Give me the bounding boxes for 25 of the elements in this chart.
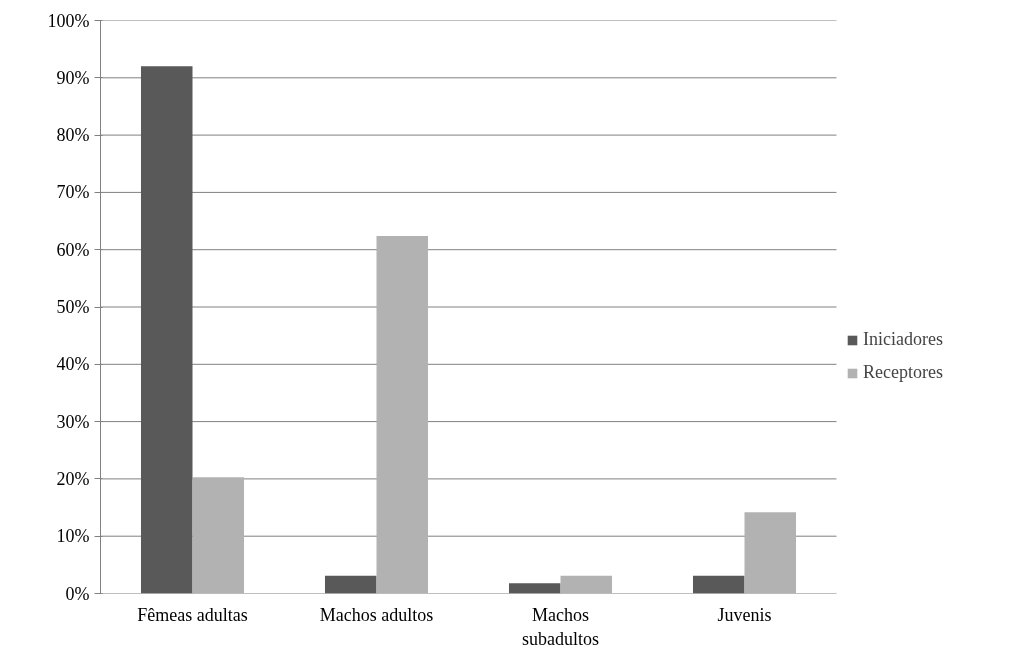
x-tick-label: Fêmeas adultas (137, 604, 248, 625)
bar (692, 575, 745, 594)
legend-label: Receptores (863, 362, 943, 383)
x-tick-label: Juvenis (717, 604, 772, 625)
y-tick-label: 0% (65, 583, 90, 604)
y-tick-label: 10% (56, 526, 90, 547)
bar (560, 575, 613, 594)
y-tick-label: 50% (56, 297, 90, 317)
bar (192, 477, 245, 594)
bar (744, 512, 797, 594)
y-tick-label: 90% (56, 67, 90, 88)
x-tick-label: Machos adultos (319, 604, 434, 625)
y-tick-label: 100% (47, 10, 90, 31)
x-tick-label: Machos subadultos (522, 604, 600, 649)
y-tick-label: 80% (56, 125, 90, 146)
y-tick-label: 40% (56, 354, 90, 375)
y-tick-label: 60% (56, 239, 90, 260)
bar (376, 235, 429, 594)
bar (508, 583, 561, 594)
bar (324, 575, 377, 594)
bar (140, 66, 193, 594)
legend-label: Iniciadores (863, 329, 943, 350)
y-tick-label: 20% (56, 468, 90, 489)
y-tick-label: 70% (56, 182, 90, 203)
y-tick-label: 30% (56, 411, 90, 432)
